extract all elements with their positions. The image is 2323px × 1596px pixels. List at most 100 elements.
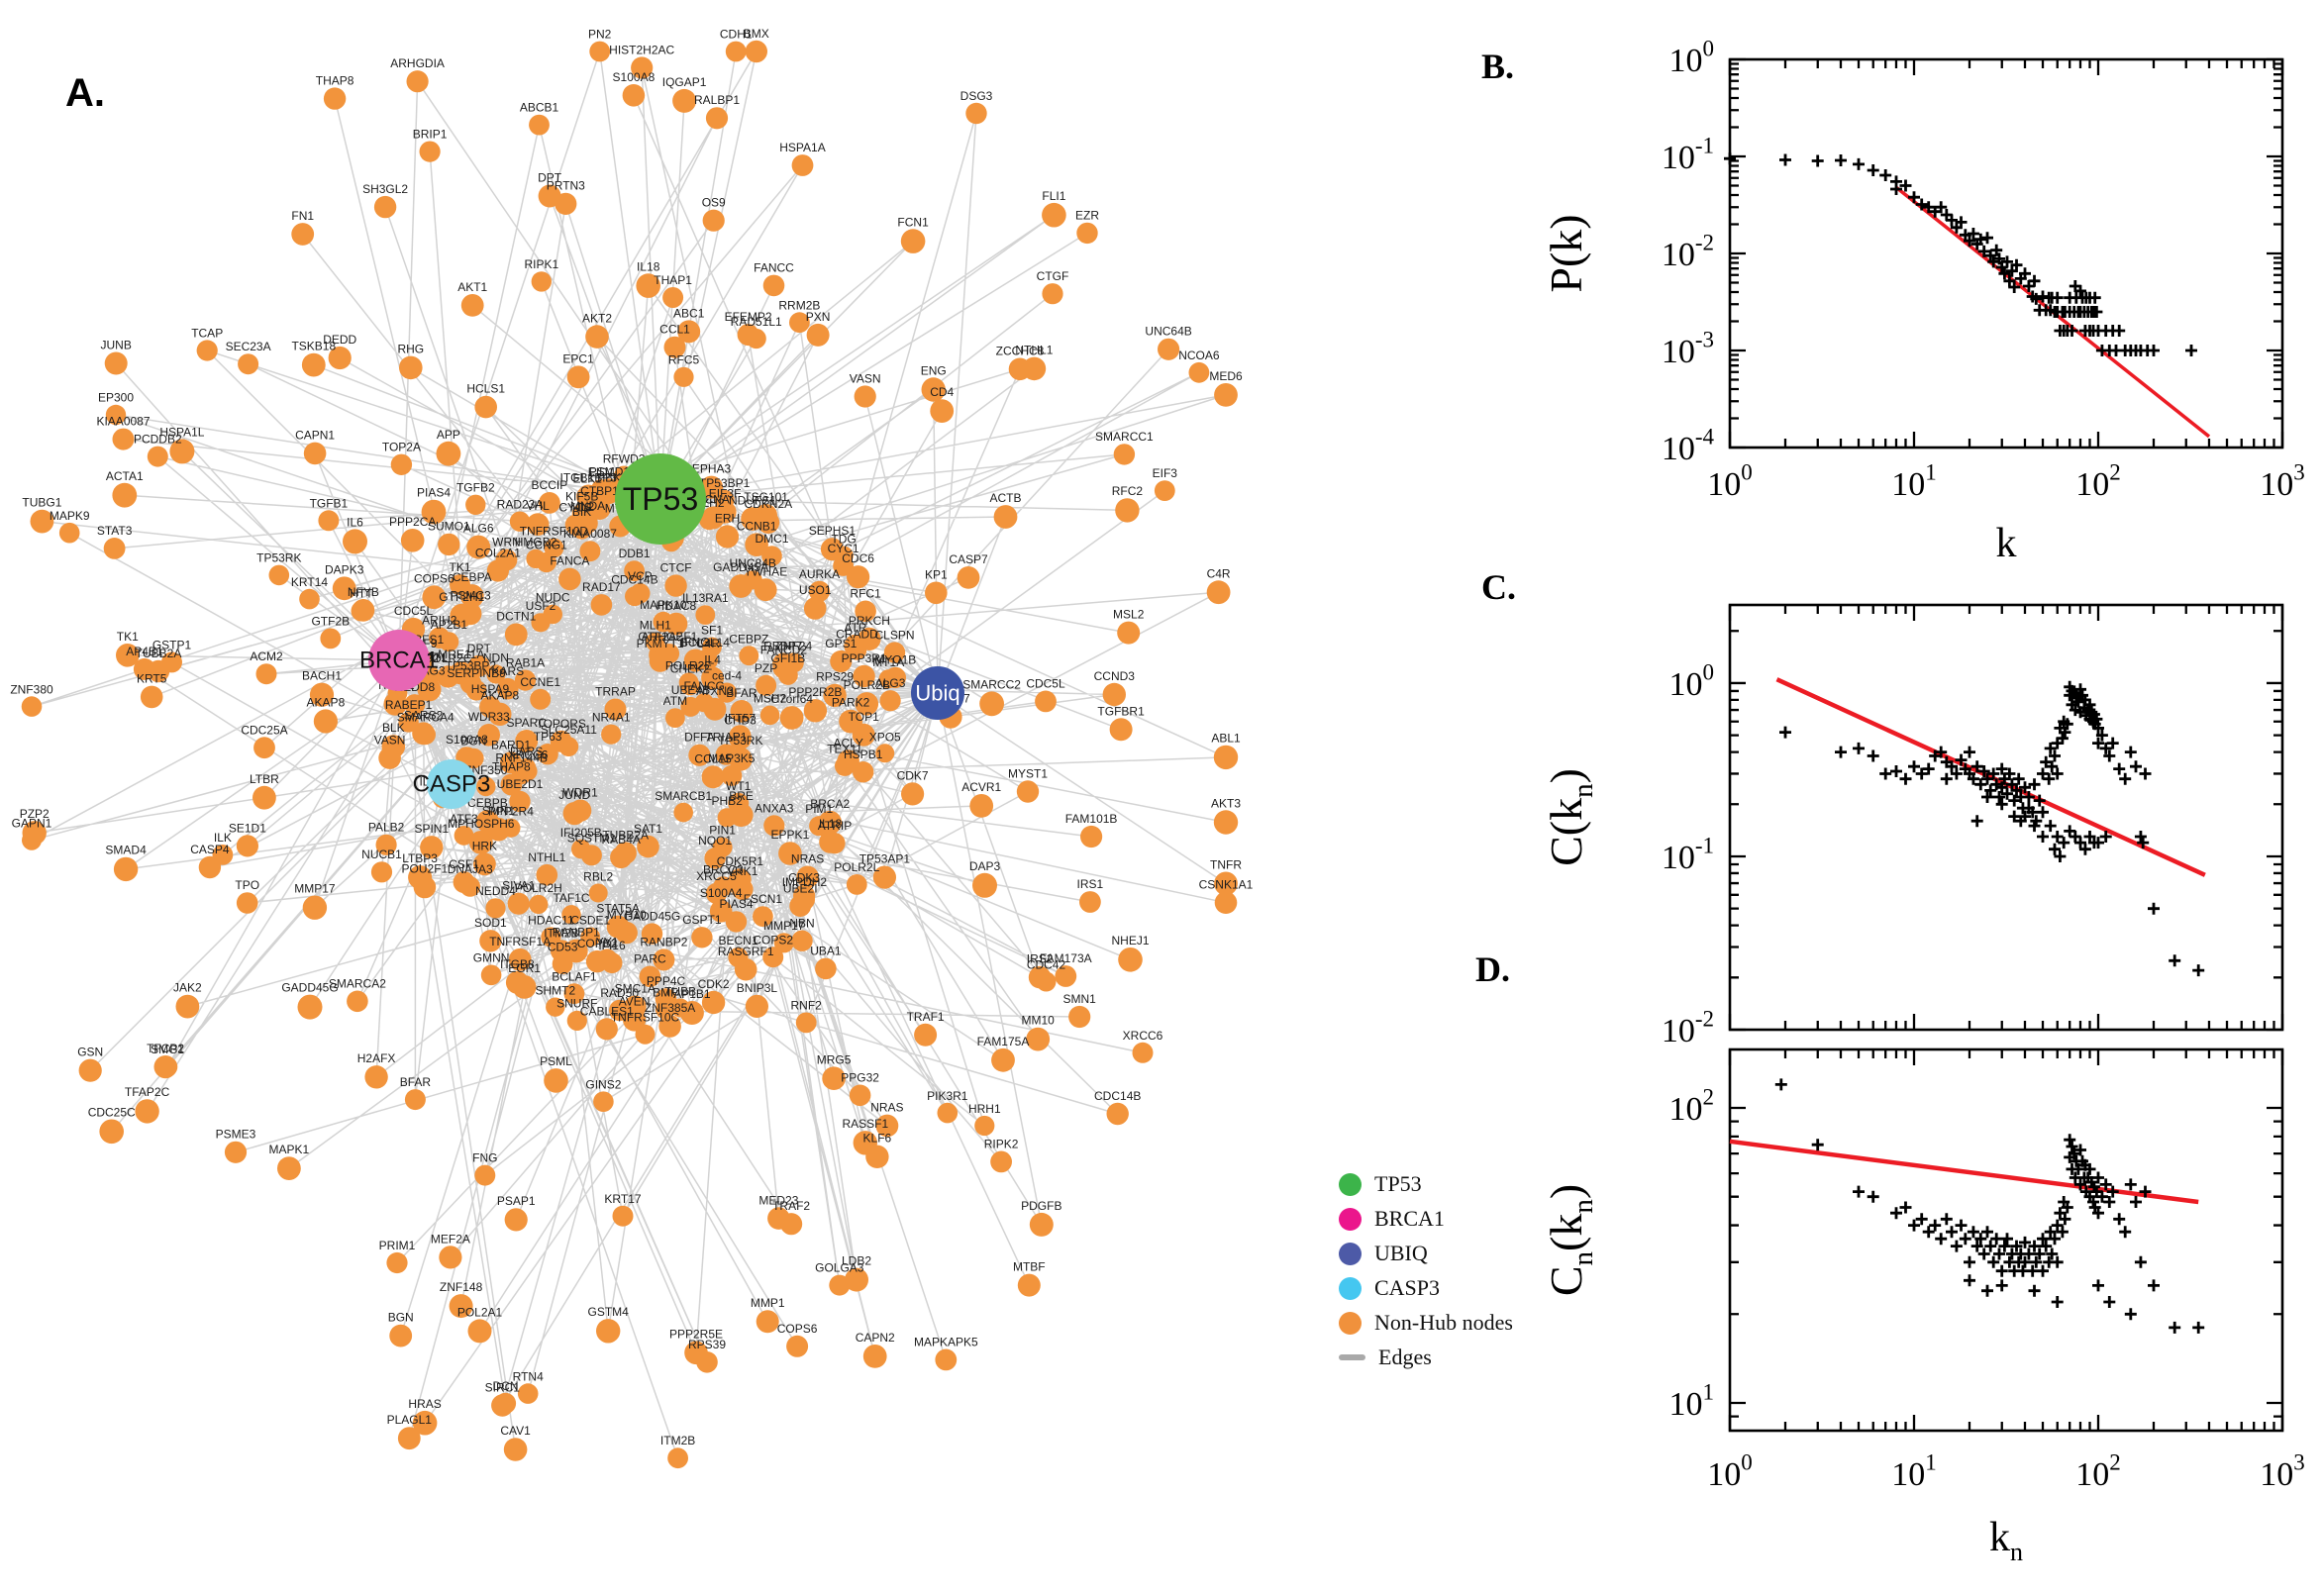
y-tick-label: 10-2 [1662, 1007, 1714, 1049]
non-hub-node [649, 650, 671, 672]
gene-label: LTBR [250, 772, 279, 786]
gene-label: HRH1 [968, 1102, 1001, 1116]
gene-label: CDC5L [1026, 677, 1065, 691]
gene-label: RRM2B [778, 298, 820, 312]
gene-label: SEPHS1 [809, 524, 857, 538]
gene-label: ATRIP [818, 819, 852, 833]
gene-label: TK1 [449, 560, 470, 574]
non-hub-node [566, 1010, 587, 1031]
non-hub-node [803, 699, 828, 723]
gene-label: PIK3R1 [927, 1089, 968, 1103]
non-hub-node [715, 744, 738, 765]
gene-label: IFT57 [725, 711, 757, 725]
non-hub-node [169, 439, 195, 464]
gene-label: EID1 [588, 465, 615, 479]
non-hub-node [713, 500, 737, 524]
non-hub-node [320, 628, 342, 649]
non-hub-node [303, 442, 327, 465]
non-hub-node [438, 533, 460, 556]
panel-D-plot: 102 101 100 101 102 103 kn Cn(kn) [1541, 1047, 2305, 1566]
non-hub-node [921, 377, 946, 402]
gene-label: ZNF380 [10, 682, 53, 696]
gene-label: ARHGEF1 [642, 630, 698, 644]
gene-label: DPT [538, 171, 562, 185]
gene-label: LDB2 [842, 1254, 871, 1268]
gene-label: PIN1 [709, 824, 736, 838]
gene-label: EGR1 [508, 961, 541, 975]
gene-label: RAB1A [506, 656, 545, 670]
gene-label: BCL2L14 [680, 636, 730, 649]
non-hub-node [655, 999, 675, 1020]
non-hub-node [508, 948, 532, 971]
gene-label: AURKA [799, 567, 840, 581]
gene-label: PRIM1 [379, 1239, 416, 1252]
non-hub-node [529, 894, 549, 915]
gene-label: CSDE1 [570, 913, 610, 927]
gene-label: UNC84B [730, 556, 776, 570]
hub-node-brca1 [368, 630, 430, 691]
gene-label: TP53BP2 [446, 659, 497, 673]
gene-label: BRE [729, 789, 754, 803]
gene-label: THAP8 [492, 760, 531, 774]
non-hub-node [503, 1438, 528, 1461]
non-hub-node [113, 856, 139, 882]
non-hub-node [665, 708, 685, 728]
gene-label: XPO5 [869, 730, 901, 744]
gene-label: IMPDH2 [782, 875, 828, 889]
non-hub-node [467, 1319, 492, 1344]
non-hub-node [175, 994, 200, 1019]
gene-label: IL18 [819, 817, 843, 831]
gene-label: ATR [844, 621, 866, 635]
non-hub-node [778, 665, 798, 685]
gene-label: PBK [597, 471, 621, 485]
gene-label: PPP2R5E [669, 1328, 723, 1342]
non-hub-node [667, 1447, 688, 1469]
gene-label: CDK2 [698, 977, 730, 991]
gene-label: EZR [1075, 209, 1099, 223]
non-hub-node [791, 930, 813, 951]
gene-label: SUMO1 [428, 520, 470, 534]
gene-label: GPS1 [825, 637, 857, 650]
non-hub-node [979, 691, 1004, 717]
network-hubs: TP53 BRCA1 Ubiq CASP3 [359, 453, 964, 809]
legend-item-edges: Edges [1339, 1344, 1513, 1371]
non-hub-node [853, 761, 874, 783]
non-hub-node [546, 997, 565, 1017]
non-hub-node [509, 511, 531, 532]
non-hub-node [536, 551, 556, 573]
gene-label: PZP2 [20, 807, 50, 821]
non-hub-node [577, 484, 599, 506]
non-hub-node [390, 453, 413, 475]
gene-label: DCTN1 [496, 610, 536, 624]
gene-label: POLR2C [424, 651, 471, 665]
gene-label: CYC1 [828, 542, 859, 555]
non-hub-node [604, 698, 627, 721]
plot-frame [1728, 603, 2284, 1032]
non-hub-node [808, 580, 831, 602]
gene-label: PALB2 [368, 821, 405, 835]
gene-label: ITM2B [544, 926, 578, 940]
non-hub-node [969, 794, 994, 818]
legend-label: Non-Hub nodes [1374, 1310, 1513, 1335]
non-hub-node [637, 835, 659, 858]
non-hub-node [1055, 965, 1077, 987]
hub-label-tp53: TP53 [623, 481, 698, 517]
edge-swatch-icon [1339, 1354, 1365, 1360]
non-hub-node [1042, 283, 1063, 305]
gene-label: TOP2A [382, 441, 421, 454]
gene-label: IL13RA1 [682, 591, 729, 605]
gene-label: ALG3 [875, 676, 906, 690]
gene-label: MMP17 [763, 919, 805, 933]
non-hub-node [673, 802, 693, 823]
non-hub-node [1106, 1102, 1129, 1126]
non-hub-node [822, 1066, 846, 1090]
non-hub-node [590, 594, 613, 616]
non-hub-node [238, 353, 259, 375]
gene-label: SHMT2 [535, 984, 575, 998]
non-hub-node [485, 898, 506, 919]
panel-b-label: B. [1481, 47, 1515, 86]
non-hub-node [537, 744, 558, 765]
gene-label: PPP2CA [389, 515, 436, 529]
non-hub-node [624, 560, 645, 581]
non-hub-node [612, 1205, 634, 1227]
